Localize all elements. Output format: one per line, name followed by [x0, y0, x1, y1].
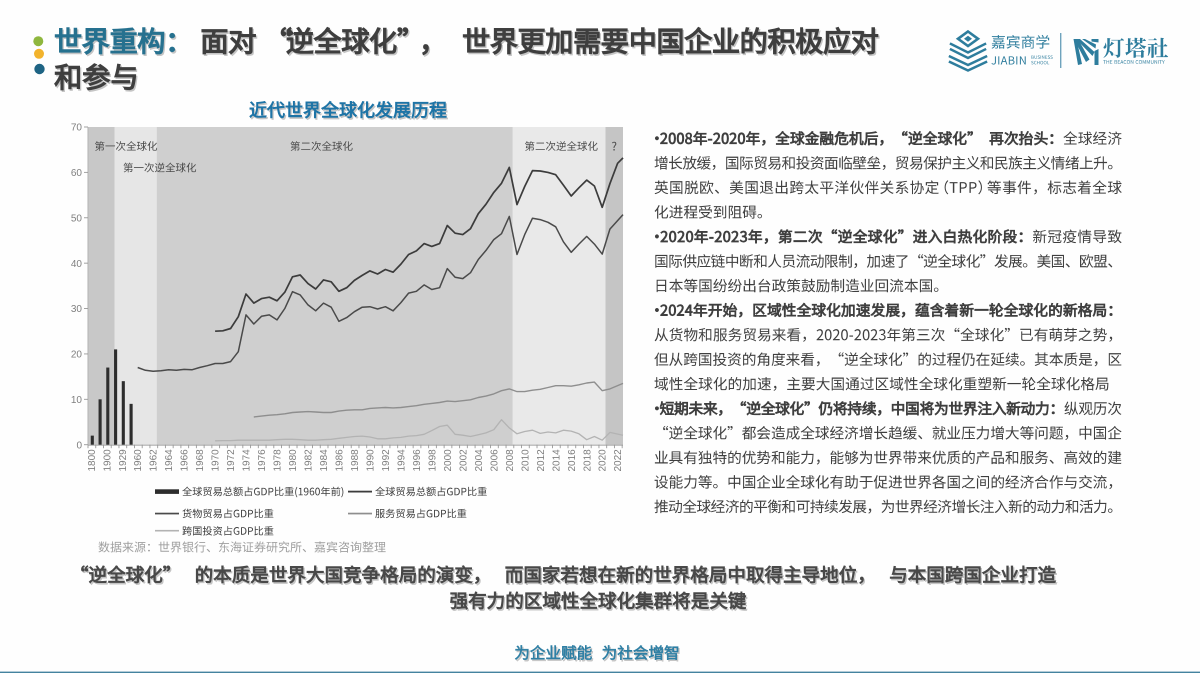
svg-text:60: 60 [71, 168, 83, 179]
svg-text:2002: 2002 [458, 449, 469, 472]
svg-text:2020: 2020 [598, 449, 609, 472]
svg-text:2016: 2016 [567, 449, 578, 472]
svg-text:30: 30 [71, 304, 83, 315]
svg-text:1970: 1970 [211, 449, 222, 472]
svg-text:1964: 1964 [164, 449, 175, 472]
svg-text:1800: 1800 [87, 449, 98, 472]
svg-text:20: 20 [71, 350, 83, 361]
svg-text:1966: 1966 [180, 449, 191, 472]
svg-text:2008: 2008 [505, 449, 516, 472]
svg-text:2000: 2000 [443, 449, 454, 472]
svg-text:1974: 1974 [242, 449, 253, 472]
svg-text:1972: 1972 [226, 449, 237, 472]
svg-text:2004: 2004 [474, 449, 485, 472]
svg-text:1982: 1982 [304, 449, 315, 472]
svg-text:1992: 1992 [381, 449, 392, 472]
svg-text:1976: 1976 [257, 449, 268, 472]
svg-text:1994: 1994 [397, 449, 408, 472]
svg-text:2014: 2014 [551, 449, 562, 472]
svg-text:1929: 1929 [118, 449, 129, 472]
svg-text:1900: 1900 [102, 449, 113, 472]
svg-text:1968: 1968 [195, 449, 206, 472]
svg-text:1984: 1984 [319, 449, 330, 472]
svg-text:1962: 1962 [149, 449, 160, 472]
svg-text:1990: 1990 [366, 449, 377, 472]
svg-text:1998: 1998 [427, 449, 438, 472]
svg-text:1988: 1988 [350, 449, 361, 472]
svg-text:10: 10 [71, 395, 83, 406]
svg-text:1978: 1978 [273, 449, 284, 472]
svg-text:2022: 2022 [613, 449, 624, 472]
svg-text:1996: 1996 [412, 449, 423, 472]
svg-text:1980: 1980 [288, 449, 299, 472]
svg-text:50: 50 [71, 213, 83, 224]
svg-text:70: 70 [71, 123, 83, 134]
svg-text:1986: 1986 [335, 449, 346, 472]
svg-text:40: 40 [71, 259, 83, 270]
svg-text:1960: 1960 [133, 449, 144, 472]
svg-text:2018: 2018 [582, 449, 593, 472]
svg-text:0: 0 [76, 440, 82, 451]
svg-text:2006: 2006 [489, 449, 500, 472]
svg-text:2012: 2012 [536, 449, 547, 472]
svg-text:2010: 2010 [520, 449, 531, 472]
